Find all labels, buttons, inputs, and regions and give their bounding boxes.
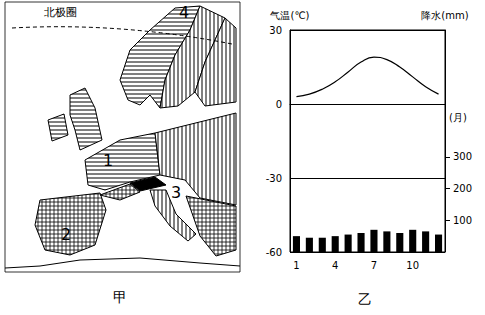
svg-text:300: 300: [453, 151, 472, 162]
svg-text:10: 10: [406, 260, 419, 271]
svg-text:3: 3: [171, 183, 181, 202]
svg-text:1: 1: [293, 260, 299, 271]
svg-text:-60: -60: [266, 247, 282, 258]
svg-text:0: 0: [276, 99, 282, 110]
svg-text:4: 4: [179, 3, 189, 22]
svg-text:200: 200: [453, 183, 472, 194]
svg-text:(月): (月): [449, 112, 467, 123]
svg-text:气温(℃): 气温(℃): [270, 10, 309, 21]
svg-text:7: 7: [371, 260, 377, 271]
svg-text:乙: 乙: [358, 291, 372, 307]
svg-text:-30: -30: [266, 173, 282, 184]
svg-text:北极圈: 北极圈: [44, 6, 77, 19]
svg-text:降水(mm): 降水(mm): [421, 10, 468, 21]
svg-text:100: 100: [453, 215, 472, 226]
svg-text:甲: 甲: [113, 289, 127, 305]
svg-text:1: 1: [103, 151, 113, 170]
svg-text:30: 30: [269, 25, 282, 36]
svg-text:4: 4: [332, 260, 338, 271]
svg-text:2: 2: [61, 225, 71, 244]
